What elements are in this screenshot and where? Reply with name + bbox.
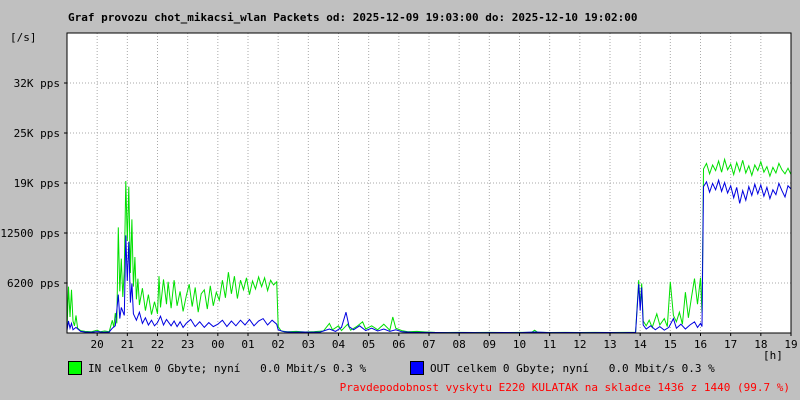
x-tick-label: 14 — [634, 338, 648, 351]
x-tick-label: 00 — [211, 338, 224, 351]
x-tick-label: 01 — [241, 338, 254, 351]
x-tick-label: 15 — [664, 338, 677, 351]
x-tick-label: 03 — [302, 338, 315, 351]
y-tick-label: 6200 pps — [7, 277, 60, 290]
x-tick-label: 06 — [392, 338, 405, 351]
x-tick-label: 04 — [332, 338, 346, 351]
in-legend-label: IN celkem 0 Gbyte; nyní 0.0 Mbit/s 0.3 % — [88, 361, 367, 375]
y-tick-label: 25K pps — [14, 127, 60, 140]
x-axis-unit-label: [h] — [763, 349, 783, 362]
x-tick-label: 20 — [91, 338, 104, 351]
x-tick-label: 19 — [784, 338, 797, 351]
x-tick-label: 05 — [362, 338, 375, 351]
legend-out: OUT celkem 0 Gbyte; nyní 0.0 Mbit/s 0.3 … — [410, 361, 715, 375]
x-tick-label: 08 — [453, 338, 466, 351]
x-tick-label: 12 — [573, 338, 586, 351]
out-series-line — [66, 178, 792, 334]
y-axis-unit-label: [/s] — [10, 31, 37, 44]
out-legend-swatch — [410, 361, 424, 375]
x-tick-label: 17 — [724, 338, 737, 351]
x-tick-label: 13 — [603, 338, 616, 351]
y-tick-label: 32K pps — [14, 77, 60, 90]
x-tick-label: 21 — [121, 338, 134, 351]
out-legend-label: OUT celkem 0 Gbyte; nyní 0.0 Mbit/s 0.3 … — [430, 361, 715, 375]
in-legend-swatch — [68, 361, 82, 375]
x-tick-label: 23 — [181, 338, 194, 351]
y-tick-label: 12500 pps — [0, 227, 60, 240]
x-tick-label: 22 — [151, 338, 164, 351]
x-tick-label: 11 — [543, 338, 556, 351]
x-tick-label: 09 — [483, 338, 496, 351]
x-tick-label: 10 — [513, 338, 526, 351]
x-tick-label: 07 — [422, 338, 435, 351]
y-tick-label: 19K pps — [14, 177, 60, 190]
x-tick-label: 18 — [754, 338, 767, 351]
legend-in: IN celkem 0 Gbyte; nyní 0.0 Mbit/s 0.3 % — [68, 361, 366, 375]
availability-footer-text: Pravdepodobnost vyskytu E220 KULATAK na … — [339, 381, 790, 394]
x-tick-label: 02 — [272, 338, 285, 351]
x-tick-label: 16 — [694, 338, 707, 351]
graph-title: Graf provozu chot_mikacsi_wlan Packets o… — [68, 11, 638, 24]
